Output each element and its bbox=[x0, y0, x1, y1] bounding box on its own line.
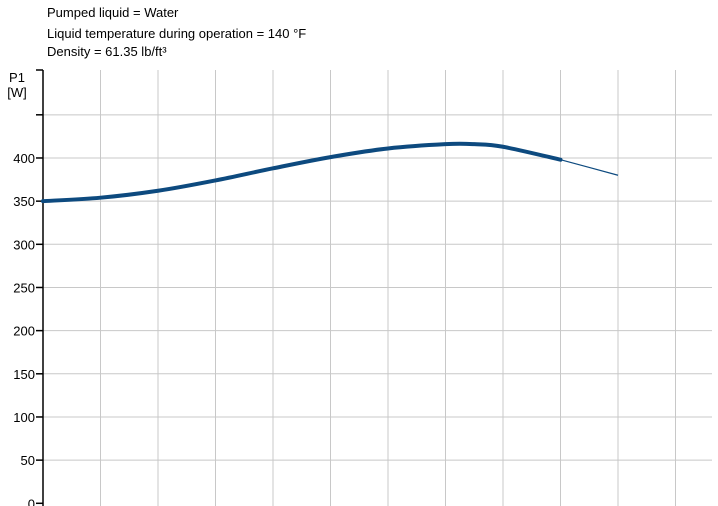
y-axis: 0 50 100 150 200 250 300 350 400 bbox=[13, 69, 44, 506]
y-tick-label: 300 bbox=[13, 237, 35, 252]
power-curve-line bbox=[41, 141, 563, 204]
y-tick-label: 400 bbox=[13, 151, 35, 166]
y-tick-label: 100 bbox=[13, 410, 35, 425]
liquid-temperature-text: Liquid temperature during operation = 14… bbox=[47, 26, 307, 41]
grid bbox=[43, 70, 712, 506]
density-text: Density = 61.35 lb/ft³ bbox=[47, 44, 167, 59]
y-tick-label: 50 bbox=[21, 453, 35, 468]
y-tick-label: 250 bbox=[13, 280, 35, 295]
y-axis-unit: [W] bbox=[7, 85, 27, 100]
series-layer bbox=[41, 141, 619, 204]
y-tick-label: 0 bbox=[28, 496, 35, 506]
power-curve-extension bbox=[560, 159, 619, 176]
y-axis-label: P1 bbox=[9, 70, 25, 85]
pumped-liquid-text: Pumped liquid = Water bbox=[47, 5, 179, 20]
y-tick-label: 150 bbox=[13, 367, 35, 382]
y-tick-label: 200 bbox=[13, 324, 35, 339]
y-tick-label: 350 bbox=[13, 194, 35, 209]
